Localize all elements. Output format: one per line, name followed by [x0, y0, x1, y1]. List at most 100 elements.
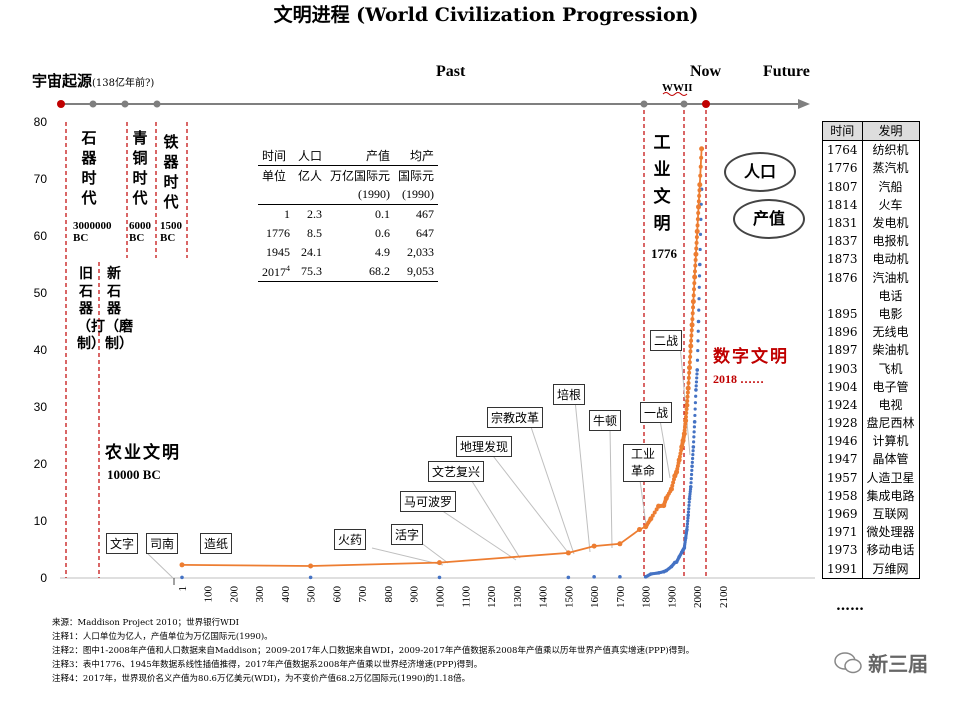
invention-name: 盘尼西林 — [861, 414, 920, 433]
data-point-population — [648, 572, 652, 577]
now-label: Now — [690, 63, 722, 80]
paleolithic-label: 旧石器（打制） — [77, 266, 105, 352]
data-point-population — [685, 525, 689, 529]
data-point-output — [691, 305, 696, 310]
invention-name: 蒸汽机 — [861, 159, 920, 178]
invention-year: 1991 — [822, 559, 863, 579]
data-point-output — [697, 193, 702, 198]
data-point-output — [684, 407, 689, 412]
data-point-output — [308, 563, 314, 569]
invention-name: 纺织机 — [861, 140, 920, 160]
data-point-population — [689, 472, 694, 477]
data-point-output — [670, 483, 675, 488]
data-point-output — [693, 263, 698, 268]
data-point-output — [679, 448, 684, 453]
x-tick-label: 1200 — [486, 586, 498, 609]
table-cell: 亿人 — [298, 169, 323, 183]
table-header-cell: 均产 — [410, 149, 435, 163]
data-point-population — [692, 430, 696, 434]
x-tick-label: 2000 — [692, 586, 704, 609]
data-point-output — [692, 274, 698, 280]
timeline-dot — [680, 100, 688, 108]
agricultural-label: 农业文明 — [105, 443, 181, 463]
data-point-output — [690, 299, 696, 305]
data-point-output — [654, 507, 659, 512]
x-tick-label: 900 — [409, 586, 421, 603]
data-point-population — [566, 575, 571, 580]
inventions-row: 1973 移动电话 — [822, 541, 920, 560]
data-point-population — [180, 575, 184, 580]
data-point-output — [675, 463, 680, 468]
invention-year: 1924 — [822, 395, 863, 414]
x-tick-label: 300 — [254, 586, 266, 603]
series-layer — [179, 146, 705, 580]
data-point-population — [698, 262, 702, 267]
table-cell: 万亿国际元 — [330, 169, 391, 183]
invention-name: 电子管 — [861, 377, 920, 396]
invention-year: 1969 — [822, 504, 863, 524]
y-tick-label: 30 — [34, 400, 48, 414]
table-cell: (1990) — [358, 187, 391, 201]
data-point-output — [693, 251, 699, 257]
inventions-row: 1904 电子管 — [822, 377, 920, 396]
output-bubble: 产值 — [733, 199, 805, 239]
data-point-population — [698, 247, 702, 252]
data-point-output — [682, 433, 687, 438]
inventions-row: 1991 万维网 — [822, 559, 920, 579]
invention-name: 发电机 — [861, 213, 920, 233]
inventions-row: 1897 柴油机 — [822, 341, 920, 360]
data-point-population — [687, 500, 691, 504]
data-point-output — [663, 498, 668, 503]
data-point-output — [698, 164, 703, 169]
inventions-row: 1876 汽油机 — [822, 268, 920, 287]
invention-name: 柴油机 — [861, 341, 920, 360]
iron-age-label: 铁器时代 — [163, 133, 179, 211]
invention-name: 电报机 — [861, 232, 920, 251]
table-cell: 467 — [416, 207, 435, 221]
data-point-population — [308, 575, 313, 580]
table-cell — [294, 185, 326, 205]
data-point-population — [695, 372, 699, 376]
x-tick-label: 200 — [228, 586, 240, 603]
data-point-output — [687, 370, 692, 375]
callout-writing: 文字 — [106, 533, 139, 554]
data-point-population — [692, 435, 696, 439]
data-point-population — [686, 513, 691, 518]
origin-text: 宇宙起源 — [32, 72, 93, 90]
data-point-output — [671, 480, 676, 485]
callout-gunpowder: 火药 — [334, 529, 367, 550]
data-point-population — [687, 503, 691, 507]
data-point-population — [687, 496, 692, 501]
data-point-output — [684, 402, 690, 408]
callout-marco-polo: 马可波罗 — [400, 491, 457, 512]
data-point-population — [696, 319, 701, 324]
callout-printing: 活字 — [391, 524, 424, 545]
x-tick-label: 800 — [383, 586, 395, 603]
data-point-output — [650, 513, 655, 518]
table-row: 20174 75.3 68.2 9,053 — [258, 262, 439, 282]
data-point-population — [694, 380, 699, 384]
invention-year: 1947 — [822, 450, 863, 469]
data-point-population — [688, 492, 692, 496]
inventions-row: 1928 盘尼西林 — [822, 414, 920, 433]
data-point-output — [687, 360, 692, 365]
data-point-population — [688, 487, 693, 491]
callout-newton: 牛顿 — [589, 410, 622, 431]
population-bubble: 人口 — [724, 152, 796, 192]
invention-year: 1807 — [822, 177, 863, 196]
data-point-output — [685, 385, 691, 391]
data-point-population — [699, 202, 703, 206]
x-tick-label: 600 — [331, 586, 343, 603]
data-point-output — [685, 390, 690, 395]
table-cell-year: 2017 — [262, 264, 286, 279]
data-point-output — [695, 223, 700, 228]
data-point-population — [692, 440, 696, 444]
invention-name: 电视 — [861, 395, 920, 414]
origin-label: 宇宙起源(138亿年前?) — [32, 70, 154, 91]
data-point-population — [689, 481, 693, 485]
watermark: 新三届 — [833, 648, 928, 677]
data-point-population — [695, 368, 700, 372]
callout-ww1: 一战 — [640, 402, 673, 423]
data-point-output — [689, 333, 694, 338]
